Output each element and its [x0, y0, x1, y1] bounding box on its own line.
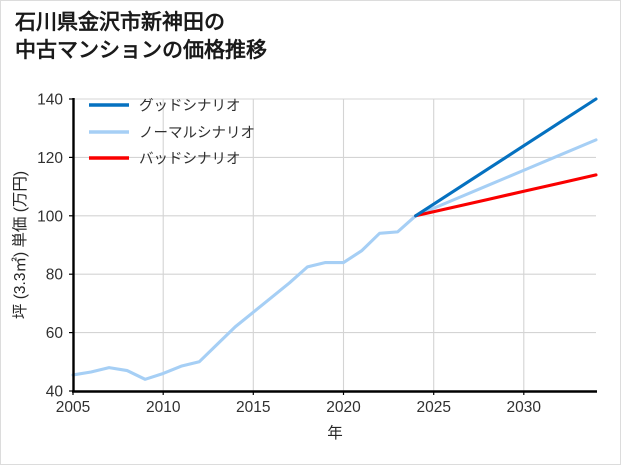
- legend-label-good: グッドシナリオ: [139, 98, 241, 115]
- chart-legend: グッドシナリオ ノーマルシナリオ バッドシナリオ: [89, 98, 255, 168]
- series-line-good-scenario: [414, 97, 598, 218]
- x-tick-label-2010: 2010: [146, 399, 181, 416]
- y-axis-title: 坪 (3.3㎡) 単価 (万円): [11, 171, 29, 319]
- plot-area: [73, 99, 596, 391]
- axis-spines: [72, 98, 597, 393]
- y-tick-label-40: 40: [46, 384, 64, 401]
- x-tick-label-2025: 2025: [416, 399, 450, 416]
- x-tick-label-2020: 2020: [326, 399, 361, 416]
- y-tick-label-80: 80: [46, 267, 64, 284]
- y-tick-label-60: 60: [46, 325, 64, 342]
- page-title: 石川県金沢市新神田の 中古マンションの価格推移: [15, 11, 267, 62]
- legend-label-bad: バッドシナリオ: [139, 152, 241, 168]
- series-line-normal-scenario: [71, 138, 598, 381]
- y-tick-label-140: 140: [37, 92, 63, 109]
- series-line-bad-scenario: [414, 173, 598, 218]
- x-tick-label-2005: 2005: [56, 399, 90, 416]
- legend-label-normal: ノーマルシナリオ: [139, 126, 255, 142]
- y-tick-label-120: 120: [37, 150, 63, 167]
- y-tick-label-100: 100: [37, 208, 63, 225]
- x-tick-label-2015: 2015: [236, 399, 270, 416]
- x-tick-label-2030: 2030: [507, 399, 542, 416]
- data-series-group: [71, 97, 598, 381]
- x-axis-title: 年: [327, 424, 343, 442]
